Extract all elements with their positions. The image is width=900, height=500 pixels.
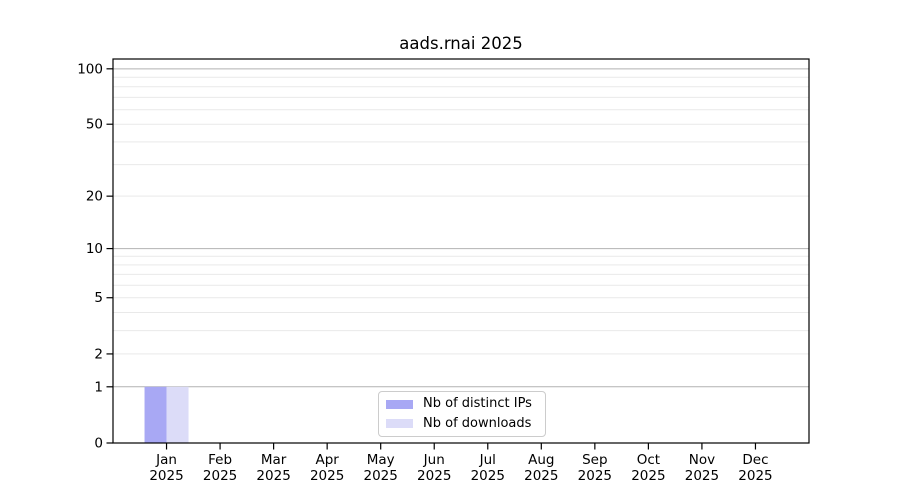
x-tick-label-year: 2025: [631, 468, 665, 484]
x-tick-label-year: 2025: [256, 468, 290, 484]
y-tick-label: 20: [86, 189, 103, 205]
bar-nb-of-downloads-jan-2025: [166, 386, 189, 443]
chart-title: aads.rnai 2025: [399, 34, 523, 53]
x-tick-label-year: 2025: [417, 468, 451, 484]
bar-nb-of-distinct-ips-jan-2025: [144, 386, 167, 443]
y-tick-label: 10: [86, 241, 103, 257]
x-tick-label-year: 2025: [524, 468, 558, 484]
x-tick-label-year: 2025: [203, 468, 237, 484]
y-tick-label: 50: [86, 117, 103, 133]
legend-label-downloads: Nb of downloads: [423, 415, 532, 431]
x-tick-label-year: 2025: [578, 468, 612, 484]
legend-swatch-distinct-ips: [386, 399, 413, 409]
y-tick-label: 5: [94, 290, 103, 306]
x-tick-label-month: Jul: [479, 452, 496, 468]
legend-item-distinct-ips: Nb of distinct IPs: [386, 396, 538, 412]
legend-item-downloads: Nb of downloads: [386, 415, 538, 431]
x-tick-label-month: Mar: [261, 452, 287, 468]
plot-border: [112, 58, 810, 444]
legend-label-distinct-ips: Nb of distinct IPs: [423, 396, 532, 412]
x-tick-label-year: 2025: [364, 468, 398, 484]
x-tick-label-month: Jun: [423, 452, 445, 468]
x-tick-label-year: 2025: [685, 468, 719, 484]
legend-swatch-downloads: [386, 419, 413, 429]
y-tick-label: 0: [94, 436, 103, 452]
x-tick-label-month: Nov: [689, 452, 715, 468]
x-tick-label-month: Jan: [155, 452, 177, 468]
x-tick-label-year: 2025: [738, 468, 772, 484]
y-tick-label: 2: [94, 346, 103, 362]
x-tick-label-year: 2025: [310, 468, 344, 484]
legend: Nb of distinct IPs Nb of downloads: [378, 391, 546, 437]
y-tick-label: 100: [77, 61, 103, 77]
x-tick-label-month: Oct: [637, 452, 660, 468]
x-tick-label-year: 2025: [149, 468, 183, 484]
x-tick-label-month: Dec: [742, 452, 768, 468]
y-tick-label: 1: [94, 379, 103, 395]
x-tick-label-year: 2025: [471, 468, 505, 484]
x-tick-label-month: May: [367, 452, 395, 468]
x-tick-label-month: Aug: [528, 452, 554, 468]
x-tick-label-month: Sep: [582, 452, 607, 468]
x-tick-label-month: Apr: [315, 452, 339, 468]
x-tick-label-month: Feb: [208, 452, 232, 468]
